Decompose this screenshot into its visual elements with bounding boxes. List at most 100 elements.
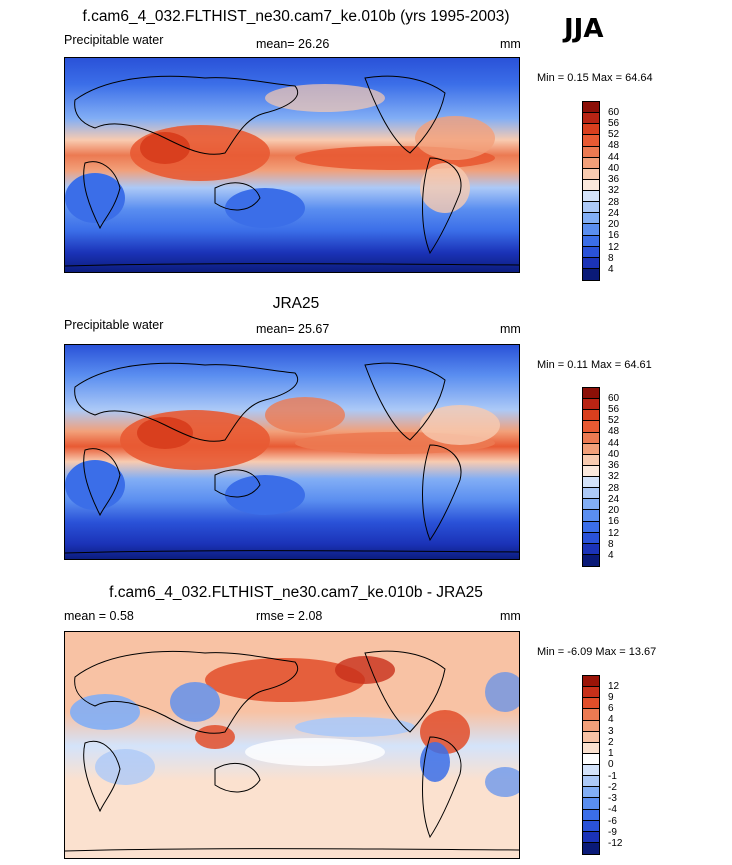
panel-2-min-max: Min = 0.11 Max = 64.61 <box>537 359 652 371</box>
colorbar-cell <box>583 157 599 169</box>
colorbar-tick: 16 <box>608 516 620 527</box>
colorbar-cell <box>583 454 599 466</box>
colorbar-tick: 40 <box>608 449 620 460</box>
panel-3-units: mm <box>500 609 521 623</box>
colorbar-tick: 12 <box>608 681 620 692</box>
colorbar-cell <box>583 432 599 444</box>
colorbar-cell <box>583 687 599 699</box>
colorbar-cell <box>583 246 599 258</box>
colorbar-tick: 36 <box>608 460 620 471</box>
colorbar-tick: 4 <box>608 714 614 725</box>
colorbar-cell <box>583 135 599 147</box>
colorbar-tick: 1 <box>608 748 614 759</box>
colorbar-cell <box>583 532 599 544</box>
panel-2-map <box>64 344 520 560</box>
panel-1-min-value: 0.15 <box>567 72 589 84</box>
colorbar-tick: 4 <box>608 550 614 561</box>
colorbar-tick: -1 <box>608 771 617 782</box>
colorbar-tick: 24 <box>608 494 620 505</box>
panel-1-coastlines <box>65 75 519 267</box>
panel-3-max-value: 13.67 <box>628 646 657 658</box>
panel-2-min-value: 0.11 <box>567 359 588 371</box>
colorbar-cell <box>583 742 599 754</box>
colorbar-cell <box>583 765 599 777</box>
colorbar-tick: 48 <box>608 426 620 437</box>
colorbar-tick: 52 <box>608 415 620 426</box>
colorbar-cell <box>583 146 599 158</box>
panel-1-mean-label: mean= 26.26 <box>256 37 330 51</box>
colorbar-cell <box>583 410 599 422</box>
colorbar-tick: 56 <box>608 118 620 129</box>
colorbar-cell <box>583 388 599 400</box>
colorbar-cell <box>583 731 599 743</box>
colorbar-cell <box>583 676 599 688</box>
colorbar-cell <box>583 421 599 433</box>
colorbar-tick: 60 <box>608 107 620 118</box>
panel-3-colorbar <box>582 675 600 855</box>
colorbar-cell <box>583 213 599 225</box>
colorbar-tick: -3 <box>608 793 617 804</box>
colorbar-tick: 36 <box>608 174 620 185</box>
colorbar-tick: 4 <box>608 264 614 275</box>
panel-1-title: f.cam6_4_032.FLTHIST_ne30.cam7_ke.010b (… <box>82 8 510 25</box>
panel-1-map <box>64 57 520 273</box>
colorbar-cell <box>583 202 599 214</box>
colorbar-cell <box>583 465 599 477</box>
colorbar-tick: 48 <box>608 140 620 151</box>
colorbar-cell <box>583 510 599 522</box>
panel-1-min-max: Min = 0.15 Max = 64.64 <box>537 72 653 84</box>
colorbar-tick: 6 <box>608 703 614 714</box>
colorbar-tick: -2 <box>608 782 617 793</box>
panel-3-min-value: -6.09 <box>567 646 593 658</box>
panel-3-mean-label: mean = 0.58 <box>64 609 134 623</box>
colorbar-cell <box>583 399 599 411</box>
colorbar-tick: 28 <box>608 197 620 208</box>
colorbar-tick: 12 <box>608 528 620 539</box>
colorbar-cell <box>583 831 599 843</box>
colorbar-cell <box>583 443 599 455</box>
colorbar-tick: 8 <box>608 253 614 264</box>
panel-3-field-blobs <box>70 656 519 797</box>
colorbar-tick: -12 <box>608 838 623 849</box>
colorbar-cell <box>583 191 599 203</box>
colorbar-cell <box>583 842 599 854</box>
colorbar-cell <box>583 268 599 280</box>
colorbar-cell <box>583 720 599 732</box>
colorbar-tick: 40 <box>608 163 620 174</box>
panel-1-variable-label: Precipitable water <box>64 33 164 47</box>
panel-3-map <box>64 631 520 859</box>
colorbar-cell <box>583 235 599 247</box>
colorbar-cell <box>583 543 599 555</box>
colorbar-tick: 32 <box>608 185 620 196</box>
colorbar-tick: 44 <box>608 438 620 449</box>
colorbar-cell <box>583 102 599 114</box>
season-label: JJA <box>564 14 604 44</box>
colorbar-tick: 52 <box>608 129 620 140</box>
colorbar-tick: -9 <box>608 827 617 838</box>
colorbar-cell <box>583 168 599 180</box>
colorbar-cell <box>583 798 599 810</box>
panel-2-max-value: 64.61 <box>624 359 652 371</box>
colorbar-tick: 3 <box>608 726 614 737</box>
panel-2-coastlines <box>65 362 519 554</box>
colorbar-tick: 56 <box>608 404 620 415</box>
colorbar-tick: 2 <box>608 737 614 748</box>
colorbar-tick: 60 <box>608 393 620 404</box>
panel-1-min-label: Min = <box>537 72 565 84</box>
colorbar-tick: 8 <box>608 539 614 550</box>
colorbar-cell <box>583 124 599 136</box>
panel-1-units: mm <box>500 37 521 51</box>
colorbar-cell <box>583 499 599 511</box>
colorbar-tick: 20 <box>608 219 620 230</box>
panel-1-max-label: Max = <box>591 72 623 84</box>
colorbar-tick: 24 <box>608 208 620 219</box>
colorbar-cell <box>583 477 599 489</box>
panel-1-max-value: 64.64 <box>625 72 653 84</box>
panel-3-coastlines <box>65 650 519 852</box>
colorbar-cell <box>583 787 599 799</box>
colorbar-cell <box>583 820 599 832</box>
panel-2-title: JRA25 <box>272 295 320 312</box>
colorbar-cell <box>583 554 599 566</box>
colorbar-cell <box>583 776 599 788</box>
colorbar-tick: 16 <box>608 230 620 241</box>
